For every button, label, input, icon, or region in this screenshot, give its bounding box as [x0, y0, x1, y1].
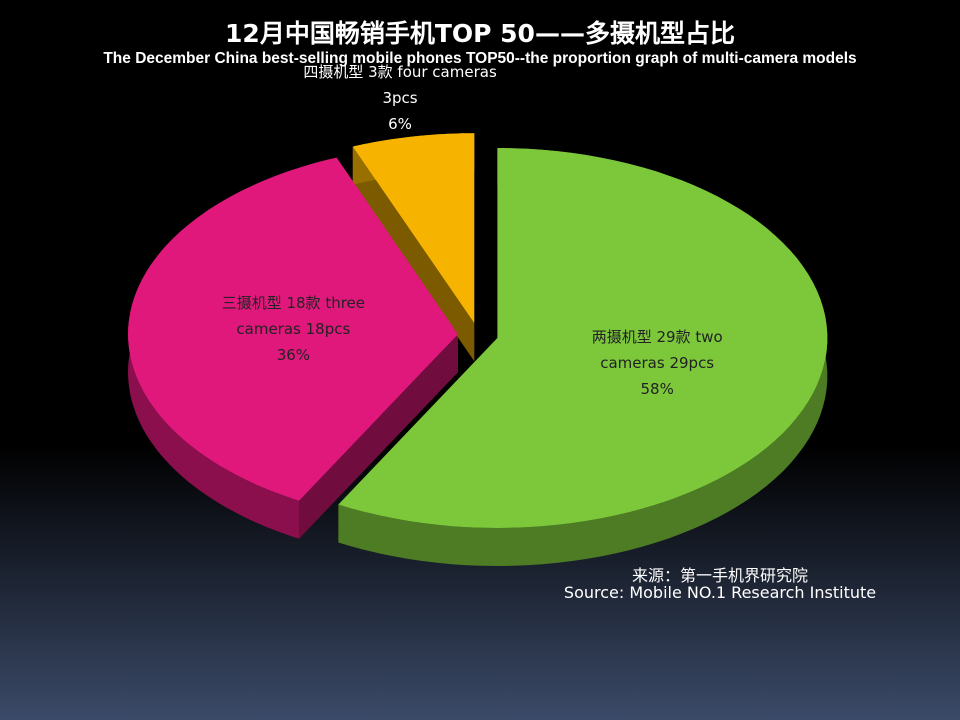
- slice: [352, 133, 475, 324]
- slice-side: [352, 146, 475, 362]
- source-en: Source: Mobile NO.1 Research Institute: [563, 583, 877, 602]
- slice: [338, 148, 828, 528]
- slice-side: [299, 334, 458, 539]
- slice-label: 四摄机型 3款 four cameras 3pcs: [303, 63, 497, 108]
- slice-wall: [338, 148, 828, 566]
- chart-subtitle: The December China best-selling mobile p…: [103, 50, 857, 67]
- slice-label: 两摄机型 29款 two cameras 29pcs: [591, 327, 723, 372]
- source-cn: 来源：第一手机界研究院: [631, 566, 808, 585]
- value-label: 58%: [640, 379, 674, 398]
- value-label: 36%: [276, 346, 311, 365]
- chart-title: 12月中国畅销手机TOP 50——多摄机型占比: [225, 19, 735, 48]
- slice: [128, 157, 458, 501]
- slice-label: 三摄机型 18款 three cameras 18pcs: [221, 294, 366, 339]
- value-label: 6%: [388, 115, 412, 134]
